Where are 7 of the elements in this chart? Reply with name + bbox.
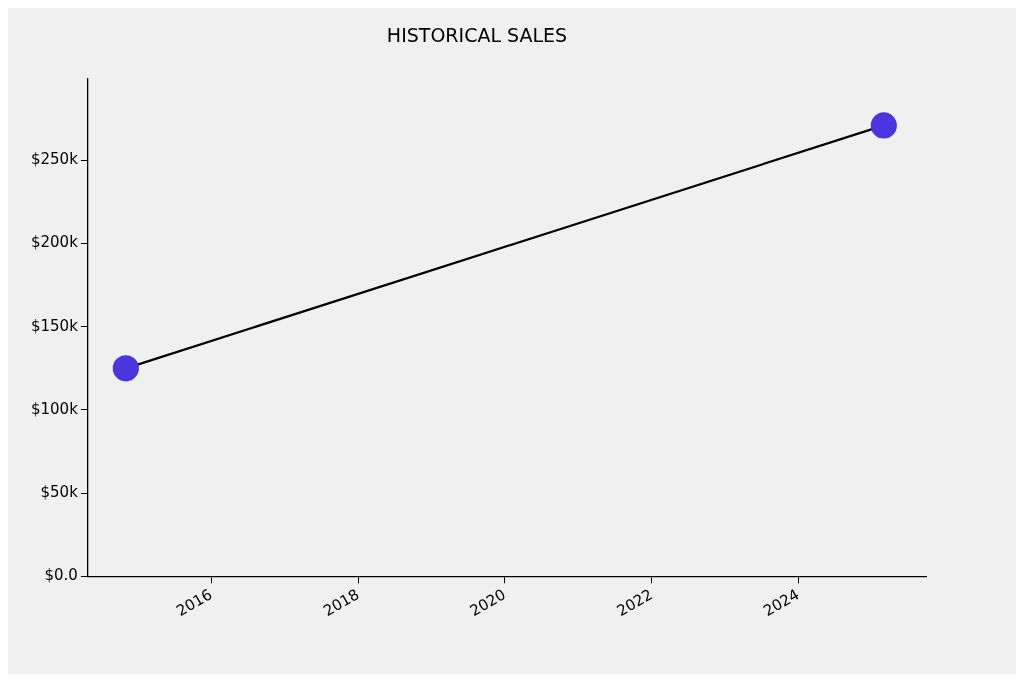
y-tick-label: $50k [40,483,79,502]
y-tick-label: $0.0 [44,566,78,585]
chart-title: HISTORICAL SALES [386,24,568,47]
y-tick-label: $100k [30,399,79,418]
y-tick-label: $200k [30,233,79,252]
y-tick-label: $250k [30,150,79,169]
y-tick-label: $150k [30,316,79,335]
